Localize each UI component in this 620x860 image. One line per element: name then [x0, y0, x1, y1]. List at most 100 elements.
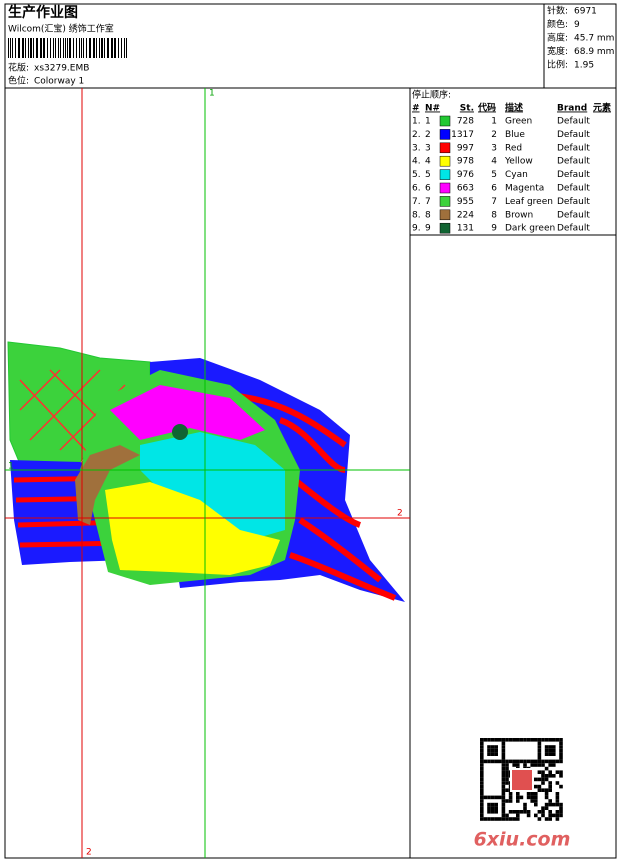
qr-module: [501, 738, 506, 742]
column-header: St.: [460, 104, 474, 114]
qr-module: [480, 738, 484, 742]
qr-module: [555, 781, 560, 785]
qr-module: [483, 817, 488, 821]
bar: [65, 38, 66, 58]
qr-module: [516, 817, 520, 821]
qr-module: [501, 756, 506, 760]
qr-module: [537, 810, 542, 814]
eagle-magenta: [110, 385, 265, 440]
qr-module: [537, 784, 542, 789]
qr-module: [483, 759, 488, 764]
row-code: 7: [491, 197, 497, 207]
qr-module: [544, 788, 549, 792]
bar: [83, 38, 84, 58]
qr-module: [490, 795, 495, 800]
bar: [22, 38, 24, 58]
qr-module: [548, 810, 552, 814]
qr-module: [534, 792, 538, 796]
info-value: 6971: [574, 7, 597, 17]
qr-module: [548, 759, 552, 764]
bar: [114, 38, 116, 58]
qr-module: [505, 781, 509, 785]
qr-module: [480, 774, 484, 778]
bar: [50, 38, 51, 58]
qr-module: [541, 810, 545, 814]
qr-module: [548, 770, 552, 774]
qr-module: [505, 788, 509, 792]
row-stitches: 1317: [451, 130, 474, 140]
qr-module: [498, 759, 502, 764]
qr-module: [501, 759, 506, 764]
qr-module: [526, 759, 531, 764]
flag-hatch: [19, 369, 126, 456]
eye: [172, 424, 188, 440]
qr-module: [555, 810, 560, 814]
qr-module: [541, 806, 545, 810]
bar: [30, 38, 32, 58]
bar: [40, 38, 42, 58]
row-description: Cyan: [505, 170, 528, 180]
qr-module: [537, 748, 542, 753]
qr-module: [480, 810, 484, 814]
qr-module: [548, 781, 552, 785]
qr-module: [552, 813, 556, 818]
qr-module: [559, 756, 563, 760]
row-code: 6: [491, 184, 497, 194]
qr-module: [505, 766, 509, 771]
qr-module: [559, 774, 563, 778]
qr-module: [480, 745, 484, 749]
bar: [79, 38, 80, 58]
qr-module: [501, 745, 506, 749]
qr-module: [541, 788, 545, 792]
qr-module: [505, 770, 509, 774]
qr-module: [501, 799, 506, 803]
info-value: 68.9 mm: [574, 47, 614, 57]
row-index: 2.: [412, 130, 421, 140]
row-stitches: 997: [457, 143, 474, 153]
row-n: 4: [425, 157, 431, 167]
row-brand: Default: [557, 130, 590, 140]
row-index: 8.: [412, 210, 421, 220]
flag-right-red: [229, 392, 397, 601]
qr-module: [480, 792, 484, 796]
qr-module: [534, 777, 538, 782]
bar: [124, 38, 125, 58]
qr-module: [544, 738, 549, 742]
info-label: 针数:: [547, 5, 568, 17]
row-stitches: 131: [457, 224, 474, 234]
qr-module: [559, 759, 563, 764]
qr-module: [508, 738, 513, 742]
bar: [67, 38, 68, 58]
info-value: 45.7 mm: [574, 34, 614, 44]
eagle-yellow: [105, 482, 280, 575]
qr-module: [548, 774, 552, 778]
qr-module: [505, 817, 509, 821]
qr-module: [501, 774, 506, 778]
bar: [58, 38, 59, 58]
qr-module: [501, 766, 506, 771]
qr-module: [548, 738, 552, 742]
qr-module: [537, 788, 542, 792]
qr-module: [541, 770, 545, 774]
qr-module: [501, 792, 506, 796]
bar: [121, 38, 122, 58]
qr-module: [544, 802, 549, 807]
qr-logo: [510, 768, 534, 792]
bar: [111, 38, 113, 58]
qr-module: [480, 795, 484, 800]
qr-module: [541, 774, 545, 778]
bar: [96, 38, 97, 58]
row-n: 9: [425, 224, 431, 234]
qr-module: [512, 763, 516, 767]
qr-module: [501, 813, 506, 818]
info-label: 颜色:: [547, 18, 568, 30]
row-index: 7.: [412, 197, 421, 207]
qr-module: [534, 802, 538, 807]
bar: [101, 38, 103, 58]
qr-module: [483, 795, 488, 800]
qr-module: [494, 810, 498, 814]
qr-module: [552, 774, 556, 778]
qr-module: [537, 741, 542, 746]
qr-module: [490, 752, 495, 756]
qr-module: [480, 756, 484, 760]
